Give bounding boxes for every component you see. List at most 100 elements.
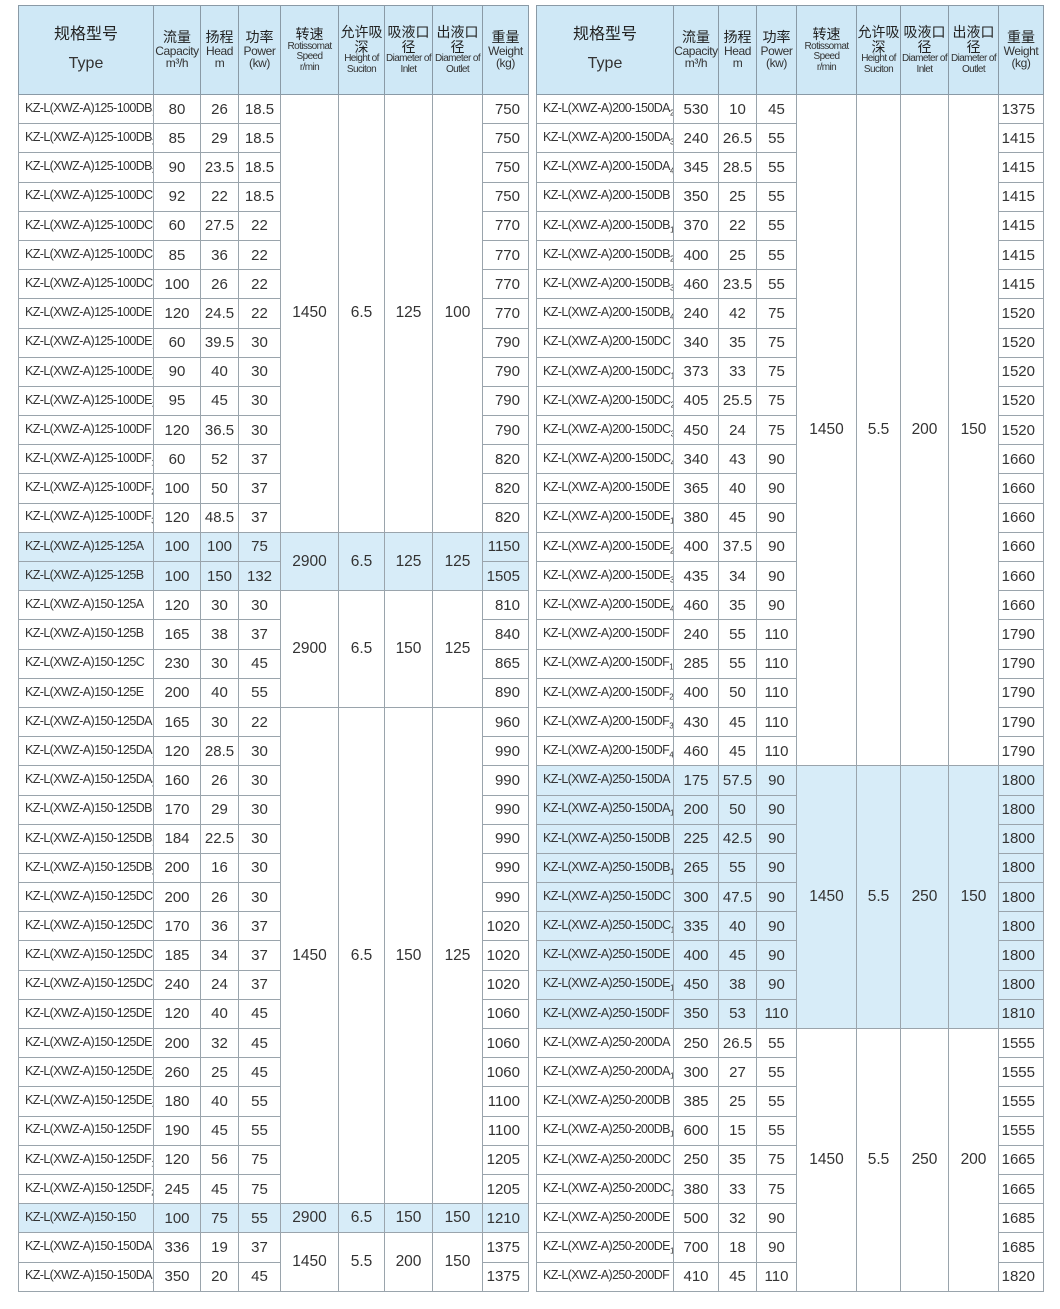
weight-cell: 1800 [998,882,1044,913]
model-subscript: 3 [671,429,673,438]
weight-cell: 790 [482,415,529,446]
type-cell: KZ-L(XWZ-A)125-100DB1 [18,93,154,125]
weight-cell: 1210 [482,1203,529,1234]
power-cell: 90 [756,473,797,504]
power-cell: 22 [238,706,281,738]
type-cell: KZ-L(XWZ-A)250-200DB1 [536,1115,674,1146]
weight-cell: 990 [482,882,529,913]
table-row: KZ-L(XWZ-A)250-200DA 250 26.5 55 1450 5.5 250 2… [536,1027,1044,1292]
head-cell: 45 [718,736,757,767]
model-subscript: 2 [152,780,153,789]
power-cell: 90 [756,1232,797,1263]
head-cell: 35 [718,590,757,621]
power-cell: 110 [756,736,797,767]
header-capacity-unit: m³/h [165,56,189,71]
model-subscript: 2 [151,1188,152,1197]
model-type: KZ-L(XWZ-A)200-150DF [543,742,670,757]
table-row: KZ-L(XWZ-A)200-150DE2 400 37.5 90 1660 [536,531,1044,563]
type-cell: KZ-L(XWZ-A)200-150DE2 [536,531,674,563]
capacity-cell: 300 [673,882,719,913]
weight-cell: 1800 [998,852,1044,884]
type-cell: KZ-L(XWZ-A)200-150DC [536,327,674,358]
model-type: KZ-L(XWZ-A)200-150DB [543,188,671,203]
header-power-unit: (kw) [765,56,788,71]
model-subscript: 2 [669,692,674,702]
header-speed-cn: 转速 [812,25,841,42]
power-cell: 90 [756,882,797,913]
weight-cell: 1555 [998,1115,1044,1146]
weight-cell: 990 [482,765,529,796]
weight-cell: 1800 [998,794,1044,825]
weight-cell: 770 [482,210,529,241]
model-subscript: 3 [669,575,674,585]
table-row: KZ-L(XWZ-A)200-150DC13733375 1520 [536,356,1044,387]
model-type: KZ-L(XWZ-A)125-100DF [25,451,152,466]
model-subscript: 1 [669,225,674,235]
model-subscript: 1 [671,926,673,935]
weight-cell: 960 [482,706,529,738]
capacity-cell: 120 [153,502,201,533]
power-cell: 90 [756,531,797,563]
capacity-cell: 600 [673,1115,719,1146]
weight-cell: 820 [482,444,529,475]
model-type: KZ-L(XWZ-A)125-100DE [25,305,153,320]
model-type: KZ-L(XWZ-A)150-125DC [25,976,153,991]
model-type: KZ-L(XWZ-A)125-100DC [25,246,153,261]
table-row: KZ-L(XWZ-A)125-100DF1605237 820 [18,444,529,475]
header-head-cn: 扬程 [205,29,234,46]
power-cell: 90 [756,502,797,533]
suction-height-cell: 6.5 [338,94,385,533]
model-subscript: 3 [152,167,153,176]
head-cell: 55 [718,619,757,650]
power-cell: 90 [756,794,797,825]
power-cell: 37 [238,473,281,504]
head-cell: 40 [200,677,239,708]
header-head-en: Head [723,43,752,58]
weight-cell: 1060 [482,998,529,1030]
head-cell: 38 [718,969,757,1000]
table-row: KZ-L(XWZ-A)150-125DE22602545 1060 [18,1057,529,1088]
model-type: KZ-L(XWZ-A)125-100DB [25,159,153,174]
header-suction: 允许吸深 Height of Suciton [338,5,385,95]
inlet-diameter-cell: 125 [384,94,433,533]
power-cell: 45 [238,1057,281,1088]
model-type: KZ-L(XWZ-A)200-150DC [543,421,671,436]
head-cell: 22 [200,181,239,212]
capacity-cell: 460 [673,590,719,621]
power-cell: 18.5 [238,123,281,154]
type-cell: KZ-L(XWZ-A)150-125A [18,590,154,621]
table-row: KZ-L(XWZ-A)200-150DE1 380 45 90 1660 [536,502,1044,533]
model-type: KZ-L(XWZ-A)250-150DB [543,830,671,845]
suction-height-cell: 5.5 [338,1232,385,1292]
table-row: KZ-L(XWZ-A)125-100DF312048.537 820 [18,502,529,533]
weight-cell: 1660 [998,444,1044,475]
table-row: KZ-L(XWZ-A)150-125DE 120 40 45 1060 [18,998,529,1030]
type-cell: KZ-L(XWZ-A)150-125DE3 [18,1086,154,1117]
table-row: KZ-L(XWZ-A)250-150DA 175 57.5 90 1450 5.5 250 1… [536,765,1044,1029]
head-cell: 55 [718,852,757,884]
type-cell: KZ-L(XWZ-A)125-100DC2 [18,239,154,271]
weight-cell: 750 [482,123,529,154]
model-subscript: 4 [671,459,673,468]
power-cell: 110 [756,648,797,679]
head-cell: 45 [200,1115,239,1146]
power-cell: 110 [756,1261,797,1292]
type-cell: KZ-L(XWZ-A)150-150DA1 [18,1261,154,1292]
model-type: KZ-L(XWZ-A)125-100DE [25,334,153,349]
model-subscript: 2 [669,254,674,264]
type-cell: KZ-L(XWZ-A)200-150DE3 [536,560,674,592]
table-row: KZ-L(XWZ-A)250-150DF 350 53 110 1810 [536,998,1044,1030]
model-type: KZ-L(XWZ-A)250-150DA [543,772,671,787]
model-type: KZ-L(XWZ-A)200-150DE [543,480,671,495]
table-row: KZ-L(XWZ-A)200-150DF 240 55 110 1790 [536,619,1044,650]
model-subscript: 1 [669,1071,674,1081]
head-cell: 30 [200,590,239,621]
model-type: KZ-L(XWZ-A)200-150DC [543,334,671,349]
capacity-cell: 120 [153,998,201,1030]
model-type: KZ-L(XWZ-A)200-150DF [543,684,670,699]
weight-cell: 1685 [998,1203,1044,1234]
weight-cell: 1555 [998,1086,1044,1117]
type-cell: KZ-L(XWZ-A)200-150DA2 [536,93,674,125]
power-cell: 55 [756,210,797,241]
weight-cell: 1205 [482,1173,529,1205]
